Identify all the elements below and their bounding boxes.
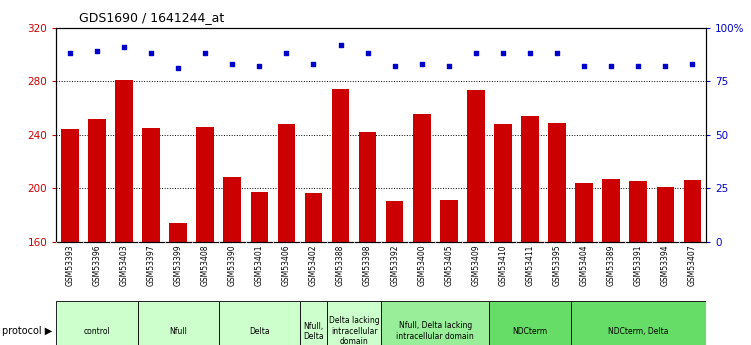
Text: GSM53389: GSM53389 xyxy=(607,244,616,286)
Bar xyxy=(169,223,187,241)
Text: GSM53402: GSM53402 xyxy=(309,244,318,286)
Bar xyxy=(571,302,706,345)
Text: GSM53404: GSM53404 xyxy=(580,244,589,286)
Point xyxy=(551,50,563,56)
Bar xyxy=(327,302,381,345)
Bar xyxy=(142,128,160,242)
Bar xyxy=(521,116,538,242)
Point xyxy=(605,63,617,69)
Bar xyxy=(219,302,300,345)
Text: GSM53408: GSM53408 xyxy=(201,244,210,286)
Text: Nfull, Delta lacking
intracellular domain: Nfull, Delta lacking intracellular domai… xyxy=(397,322,474,341)
Text: GSM53393: GSM53393 xyxy=(65,244,74,286)
Text: GSM53396: GSM53396 xyxy=(92,244,101,286)
Bar xyxy=(490,302,571,345)
Text: protocol ▶: protocol ▶ xyxy=(2,326,53,336)
Bar xyxy=(602,179,620,242)
Bar xyxy=(251,192,268,242)
Bar xyxy=(61,129,79,242)
Point xyxy=(334,42,346,48)
Bar xyxy=(115,80,133,242)
Point xyxy=(118,44,130,50)
Text: GSM53400: GSM53400 xyxy=(418,244,427,286)
Text: GSM53403: GSM53403 xyxy=(119,244,128,286)
Text: GSM53394: GSM53394 xyxy=(661,244,670,286)
Point xyxy=(389,63,401,69)
Text: GSM53407: GSM53407 xyxy=(688,244,697,286)
Text: GSM53401: GSM53401 xyxy=(255,244,264,286)
Text: Nfull,
Delta: Nfull, Delta xyxy=(303,322,324,341)
Point xyxy=(497,50,509,56)
Bar xyxy=(300,302,327,345)
Bar xyxy=(224,177,241,242)
Bar xyxy=(683,180,701,241)
Bar xyxy=(197,127,214,242)
Point xyxy=(64,50,76,56)
Text: GSM53411: GSM53411 xyxy=(526,244,535,286)
Bar xyxy=(386,201,403,242)
Text: GSM53395: GSM53395 xyxy=(553,244,562,286)
Bar xyxy=(381,302,490,345)
Bar xyxy=(56,302,137,345)
Text: GDS1690 / 1641244_at: GDS1690 / 1641244_at xyxy=(79,11,224,24)
Point xyxy=(659,63,671,69)
Text: Delta: Delta xyxy=(249,327,270,336)
Text: GSM53391: GSM53391 xyxy=(634,244,643,286)
Text: GSM53397: GSM53397 xyxy=(146,244,155,286)
Text: GSM53410: GSM53410 xyxy=(499,244,508,286)
Point xyxy=(443,63,455,69)
Text: GSM53406: GSM53406 xyxy=(282,244,291,286)
Point xyxy=(91,48,103,54)
Text: GSM53388: GSM53388 xyxy=(336,244,345,286)
Point xyxy=(307,61,319,67)
Bar xyxy=(494,124,511,242)
Bar xyxy=(656,187,674,242)
Text: GSM53392: GSM53392 xyxy=(391,244,400,286)
Point xyxy=(578,63,590,69)
Text: GSM53409: GSM53409 xyxy=(472,244,481,286)
Point xyxy=(524,50,536,56)
Text: GSM53399: GSM53399 xyxy=(173,244,182,286)
Point xyxy=(361,50,373,56)
Text: Delta lacking
intracellular
domain: Delta lacking intracellular domain xyxy=(329,316,379,345)
Bar xyxy=(137,302,219,345)
Point xyxy=(416,61,428,67)
Bar xyxy=(575,183,593,241)
Point xyxy=(280,50,292,56)
Bar xyxy=(278,124,295,242)
Bar xyxy=(359,132,376,241)
Point xyxy=(253,63,265,69)
Bar xyxy=(548,122,566,242)
Bar xyxy=(413,115,430,242)
Text: GSM53390: GSM53390 xyxy=(228,244,237,286)
Text: control: control xyxy=(83,327,110,336)
Bar xyxy=(332,89,349,242)
Point xyxy=(226,61,238,67)
Bar xyxy=(440,200,457,242)
Point xyxy=(145,50,157,56)
Point xyxy=(686,61,698,67)
Text: NDCterm: NDCterm xyxy=(512,327,547,336)
Bar xyxy=(467,90,484,242)
Bar xyxy=(88,119,106,242)
Point xyxy=(172,66,184,71)
Point xyxy=(470,50,482,56)
Point xyxy=(632,63,644,69)
Text: GSM53398: GSM53398 xyxy=(363,244,372,286)
Bar xyxy=(629,181,647,241)
Text: Nfull: Nfull xyxy=(169,327,187,336)
Text: NDCterm, Delta: NDCterm, Delta xyxy=(608,327,668,336)
Text: GSM53405: GSM53405 xyxy=(445,244,454,286)
Point xyxy=(199,50,211,56)
Bar xyxy=(305,193,322,242)
